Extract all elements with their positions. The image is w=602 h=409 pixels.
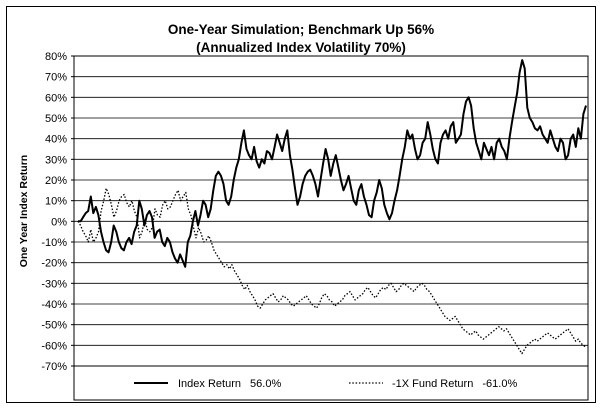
legend-series-name-fund-return: -1X Fund Return (392, 378, 473, 390)
chart-subtitle: (Annualized Index Volatility 70%) (196, 40, 406, 55)
y-tick-label: -30% (41, 278, 67, 290)
chart-title: One-Year Simulation; Benchmark Up 56% (168, 22, 434, 37)
y-tick-label: -60% (41, 340, 67, 352)
y-tick-label: 80% (45, 51, 67, 63)
series-line-index-return (78, 59, 587, 268)
y-tick-label: 10% (45, 196, 67, 208)
y-axis-label: One Year Index Return (18, 155, 30, 267)
y-tick-label: -70% (41, 361, 67, 373)
legend-series-value-index-return: 56.0% (250, 378, 281, 390)
gridlines (74, 55, 588, 367)
y-tick-label: -50% (41, 320, 67, 332)
legend-label-index-return: Index Return 56.0% (178, 378, 281, 390)
y-axis-ticks: 80% 70% 60% 50% 40% 30% 20% 10% 0% -10% -20% -30% -4… (41, 51, 74, 373)
legend: Index Return 56.0% -1X Fund Return -61.0… (73, 365, 589, 401)
series-lines (77, 59, 587, 355)
legend-series-value-fund-return: -61.0% (482, 378, 517, 390)
legend-series-name-index-return: Index Return (178, 378, 241, 390)
y-tick-label: -40% (41, 299, 67, 311)
y-tick-label: 0% (51, 216, 67, 228)
y-tick-label: 40% (45, 134, 67, 146)
y-tick-label: 30% (45, 154, 67, 166)
y-tick-label: 70% (45, 72, 67, 84)
y-tick-label: 50% (45, 113, 67, 125)
y-tick-label: -20% (41, 258, 67, 270)
plot-area (73, 55, 589, 367)
y-tick-label: 60% (45, 92, 67, 104)
y-tick-label: -10% (41, 237, 67, 249)
y-tick-label: 20% (45, 175, 67, 187)
series-line-fund-return (77, 187, 587, 355)
legend-label-fund-return: -1X Fund Return -61.0% (392, 378, 517, 390)
